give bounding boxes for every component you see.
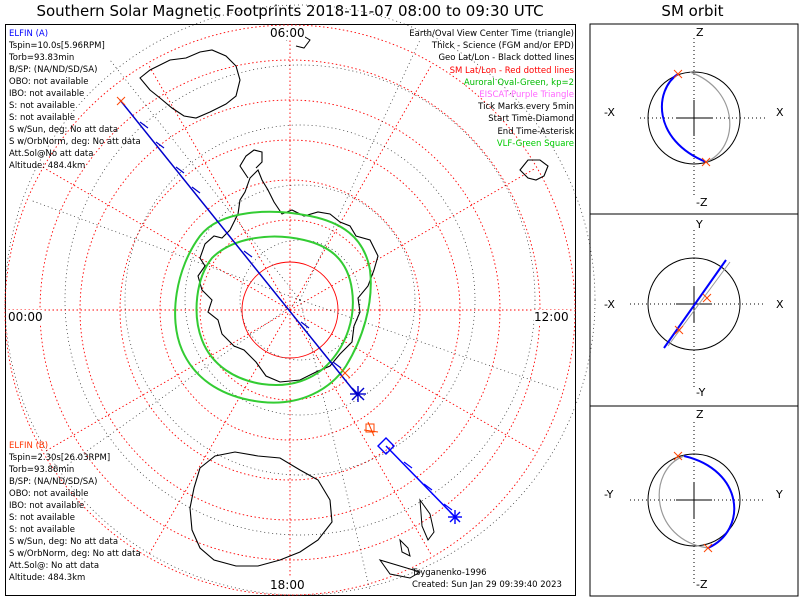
antarctica-coastline bbox=[197, 169, 379, 383]
new-guinea-coastline bbox=[378, 559, 422, 579]
elfin-a-name: ELFIN (A) bbox=[9, 29, 49, 39]
elfin-b-center-marker bbox=[363, 421, 379, 437]
orbit2-left-label: -X bbox=[604, 298, 615, 311]
orbit-panel-xz bbox=[589, 23, 799, 215]
antarctic-peninsula bbox=[239, 149, 263, 179]
new-zealand-coastline bbox=[399, 498, 435, 557]
south-america-coastline bbox=[139, 49, 241, 119]
elfin-a-ticks bbox=[139, 121, 342, 369]
elfin-a-end-asterisk bbox=[350, 386, 366, 402]
elfin-b-line: S w/OrbNorm, deg: No att data bbox=[9, 549, 141, 559]
elfin-a-start-marker bbox=[116, 96, 126, 106]
elfin-a-line: S w/OrbNorm, deg: No att data bbox=[9, 137, 141, 147]
elfin-a-line: S: not available bbox=[9, 101, 75, 111]
africa-coastline bbox=[519, 159, 549, 181]
orbit-title: SM orbit bbox=[661, 2, 724, 20]
orbit-panel-yz bbox=[589, 405, 799, 597]
elfin-b-ticks bbox=[403, 461, 453, 511]
orbit3-left-label: -Y bbox=[604, 488, 614, 501]
elfin-b-line: S: not available bbox=[9, 513, 75, 523]
elfin-b-line: B/SP: (NA/ND/SD/SA) bbox=[9, 477, 98, 487]
legend-item: SM Lat/Lon - Red dotted lines bbox=[449, 65, 574, 76]
elfin-b-line: S w/Sun, deg: No att data bbox=[9, 537, 119, 547]
elfin-b-line: Tspin=2.30s[26.03RPM] bbox=[9, 453, 111, 463]
mlt-label-top: 06:00 bbox=[270, 26, 305, 40]
orbit2-top-label: Y bbox=[696, 218, 703, 231]
legend-item: Start Time-Diamond bbox=[488, 114, 574, 125]
mlt-label-right: 12:00 bbox=[534, 310, 569, 324]
legend-item: EISCAT-Purple Triangle bbox=[479, 90, 574, 101]
elfin-b-start-diamond bbox=[377, 437, 395, 455]
legend-item: Auroral Oval-Green, kp=2 bbox=[463, 77, 574, 88]
orbit1-right-label: X bbox=[776, 106, 784, 119]
elfin-b-info: ELFIN (B) Tspin=2.30s[26.03RPM] Torb=93.… bbox=[9, 440, 141, 584]
elfin-a-line: S w/Sun, deg: No att data bbox=[9, 125, 119, 135]
elfin-b-line: IBO: not available bbox=[9, 501, 85, 511]
auroral-oval-outer bbox=[174, 210, 372, 404]
elfin-b-end-asterisk bbox=[448, 510, 462, 524]
elfin-b-line: OBO: not available bbox=[9, 489, 89, 499]
elfin-a-line: Altitude: 484.4km bbox=[9, 161, 86, 171]
plot-title: Southern Solar Magnetic Footprints 2018-… bbox=[36, 2, 544, 20]
orbit2-right-label: X bbox=[776, 298, 784, 311]
elfin-a-info: ELFIN (A) Tspin=10.0s[5.96RPM] Torb=93.8… bbox=[9, 28, 141, 172]
elfin-b-track bbox=[385, 445, 459, 521]
legend-item: Thick - Science (FGM and/or EPD) bbox=[431, 41, 574, 52]
orbit2-bottom-label: -Y bbox=[696, 386, 706, 399]
elfin-b-line: Att.Sol@: No att data bbox=[9, 561, 100, 571]
sm-lon-grid bbox=[7, 26, 574, 594]
elfin-a-line: Att.Sol@No att data bbox=[9, 149, 94, 159]
legend-item: Geo Lat/Lon - Black dotted lines bbox=[438, 53, 574, 64]
elfin-a-line: Torb=93.83min bbox=[9, 53, 75, 63]
legend-item: Earth/Oval View Center Time (triangle) bbox=[409, 29, 574, 39]
orbit1-top-label: Z bbox=[696, 26, 704, 39]
geo-lon-grid bbox=[29, 39, 561, 591]
elfin-b-name: ELFIN (B) bbox=[9, 441, 49, 451]
credit-model: Tsyganenko-1996 bbox=[412, 568, 487, 578]
credit-created: Created: Sun Jan 29 09:39:40 2023 bbox=[412, 580, 562, 590]
orbit-panel-xy bbox=[589, 213, 799, 407]
orbit3-bottom-label: -Z bbox=[696, 578, 708, 591]
australia-coastline bbox=[189, 451, 333, 567]
elfin-b-line: S: not available bbox=[9, 525, 75, 535]
elfin-a-line: OBO: not available bbox=[9, 77, 89, 87]
orbit3-right-label: Y bbox=[776, 488, 783, 501]
elfin-a-line: Tspin=10.0s[5.96RPM] bbox=[9, 41, 105, 51]
orbit3-top-label: Z bbox=[696, 408, 704, 421]
elfin-a-line: S: not available bbox=[9, 113, 75, 123]
orbit1-left-label: -X bbox=[604, 106, 615, 119]
mlt-label-bottom: 18:00 bbox=[270, 578, 305, 592]
elfin-b-line: Altitude: 484.3km bbox=[9, 573, 86, 583]
elfin-a-center-triangle bbox=[339, 367, 351, 379]
legend-item: End Time-Asterisk bbox=[497, 126, 574, 137]
legend-item: VLF-Green Square bbox=[496, 138, 574, 149]
legend: Earth/Oval View Center Time (triangle) Th… bbox=[409, 28, 574, 150]
elfin-a-track bbox=[119, 99, 359, 397]
auroral-oval-inner bbox=[195, 235, 354, 386]
mlt-label-left: 00:00 bbox=[8, 310, 43, 324]
orbit1-bottom-label: -Z bbox=[696, 196, 708, 209]
elfin-a-line: B/SP: (NA/ND/SD/SA) bbox=[9, 65, 98, 75]
elfin-b-line: Torb=93.86min bbox=[9, 465, 75, 475]
elfin-a-line: IBO: not available bbox=[9, 89, 85, 99]
geo-lat-grid bbox=[4, 4, 596, 596]
legend-item: Tick Marks every 5min bbox=[478, 102, 574, 113]
